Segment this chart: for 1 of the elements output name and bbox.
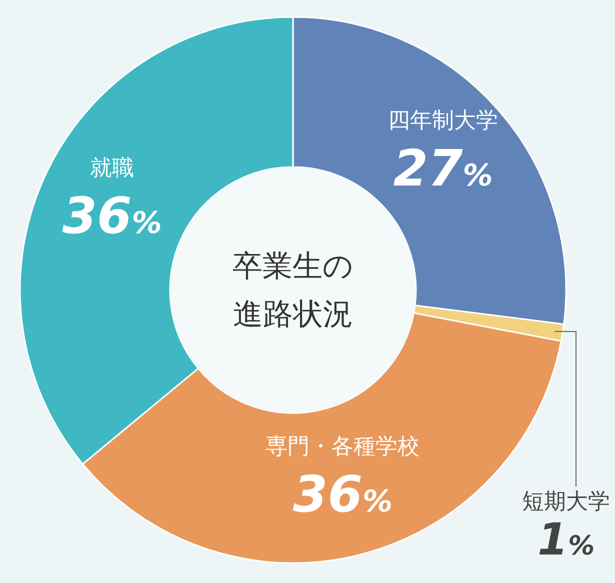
title: 卒業生の進路状況	[232, 249, 354, 332]
